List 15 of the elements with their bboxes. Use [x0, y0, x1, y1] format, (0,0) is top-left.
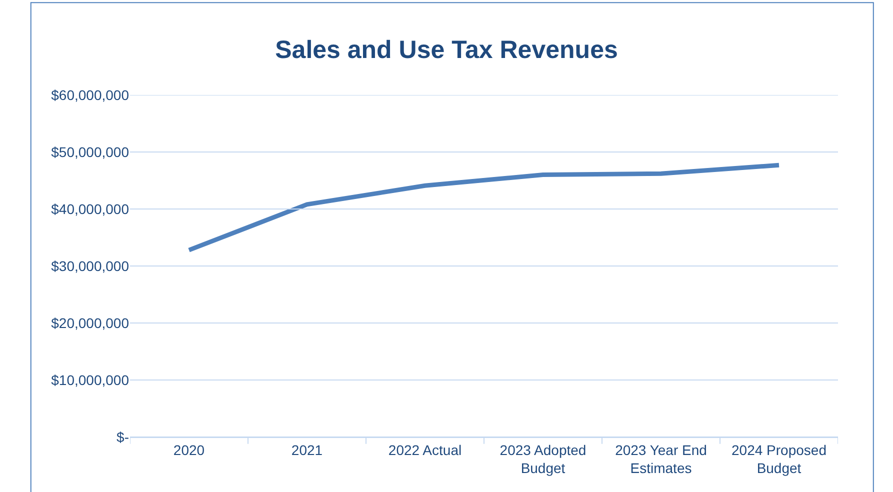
y-tick-label: $60,000,000: [51, 86, 130, 103]
line-series: [186, 162, 782, 252]
x-tick-label: 2020: [173, 442, 205, 458]
y-tick-label: $20,000,000: [51, 314, 130, 331]
y-tick-label: $30,000,000: [51, 258, 130, 274]
x-tick-label: 2021: [291, 442, 323, 458]
x-tick-label: 2023 Adopted Budget: [500, 442, 586, 476]
y-tick-label: $-: [116, 428, 130, 445]
x-tick-label: 2023 Year End Estimates: [615, 442, 707, 476]
x-tick-label: 2022 Actual: [388, 442, 462, 458]
x-tick-label: 2024 Proposed Budget: [732, 442, 826, 476]
chart-title: Sales and Use Tax Revenues: [275, 36, 618, 64]
y-tick-label: $40,000,000: [51, 200, 130, 217]
y-tick-label: $10,000,000: [51, 372, 130, 388]
y-tick-label: $50,000,000: [51, 144, 130, 160]
